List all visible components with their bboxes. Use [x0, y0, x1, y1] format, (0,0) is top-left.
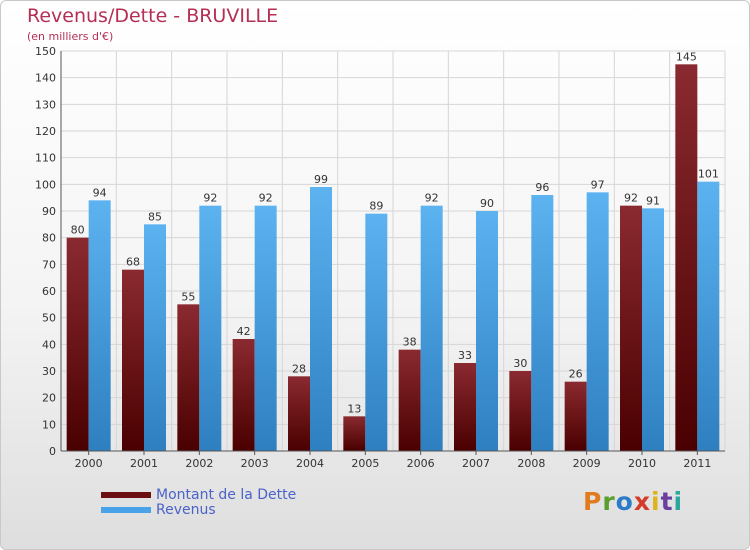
bar-debt [177, 304, 200, 451]
logo-letter: P [583, 487, 603, 516]
chart-legend: Montant de la Dette Revenus [101, 486, 297, 518]
logo-letter: i [651, 487, 661, 516]
y-tick-label: 80 [42, 232, 56, 245]
data-label-debt: 42 [237, 325, 251, 338]
data-label-debt: 92 [624, 192, 638, 205]
y-tick-label: 10 [42, 418, 56, 431]
x-tick-label: 2011 [683, 457, 711, 470]
x-tick-label: 2006 [407, 457, 435, 470]
data-label-revenue: 92 [425, 192, 439, 205]
y-tick-label: 50 [42, 312, 56, 325]
legend-label-debt: Montant de la Dette [156, 486, 297, 503]
bar-revenue [642, 208, 664, 451]
y-tick-label: 110 [35, 152, 56, 165]
y-tick-label: 40 [42, 338, 56, 351]
bar-revenue [310, 187, 332, 451]
data-label-revenue: 99 [314, 173, 328, 186]
data-label-revenue: 90 [480, 197, 494, 210]
y-tick-label: 60 [42, 285, 56, 298]
bar-debt [343, 416, 366, 451]
bar-revenue [697, 181, 720, 451]
y-tick-label: 140 [35, 72, 56, 85]
logo-letter: i [673, 487, 684, 516]
data-label-revenue: 96 [535, 181, 549, 194]
data-label-debt: 13 [347, 402, 361, 415]
data-label-revenue: 94 [93, 186, 107, 199]
data-label-revenue: 89 [369, 200, 383, 213]
bar-revenue [476, 211, 498, 451]
data-label-debt: 80 [71, 224, 85, 237]
data-label-debt: 68 [126, 256, 140, 269]
x-tick-label: 2004 [296, 457, 324, 470]
bar-revenue [531, 195, 554, 451]
data-label-revenue: 85 [148, 210, 162, 223]
legend-label-revenue: Revenus [156, 501, 216, 518]
data-label-revenue: 97 [591, 178, 605, 191]
bar-debt [675, 64, 698, 452]
legend-swatch-debt [101, 491, 151, 498]
data-label-debt: 33 [458, 349, 472, 362]
x-tick-label: 2010 [628, 457, 656, 470]
data-label-revenue: 91 [646, 194, 660, 207]
x-tick-label: 2008 [517, 457, 545, 470]
logo-letter: x [633, 487, 651, 516]
data-label-debt: 30 [513, 357, 527, 370]
data-label-debt: 28 [292, 362, 306, 375]
y-tick-label: 130 [35, 98, 56, 111]
bar-debt [398, 349, 421, 451]
y-tick-label: 0 [49, 445, 56, 458]
x-tick-label: 2005 [351, 457, 379, 470]
x-tick-label: 2009 [573, 457, 601, 470]
logo-letter: t [660, 487, 674, 516]
y-tick-label: 70 [42, 258, 56, 271]
y-tick-label: 120 [35, 125, 56, 138]
y-tick-label: 100 [35, 178, 56, 191]
bar-revenue [365, 213, 388, 451]
data-label-revenue: 101 [698, 168, 719, 181]
data-label-revenue: 92 [259, 192, 273, 205]
chart-title: Revenus/Dette - BRUVILLE [27, 5, 279, 27]
bar-debt [122, 269, 144, 451]
y-tick-label: 20 [42, 392, 56, 405]
logo-letter: r [602, 487, 616, 516]
data-label-debt: 145 [676, 50, 697, 63]
bar-revenue [420, 205, 443, 451]
logo-letter: o [615, 487, 634, 516]
x-tick-label: 2007 [462, 457, 490, 470]
data-label-debt: 38 [403, 336, 417, 349]
proxiti-logo: Proxiti [583, 487, 683, 516]
y-tick-label: 150 [35, 45, 56, 58]
bar-debt [454, 363, 476, 451]
legend-item-revenue: Revenus [101, 501, 296, 518]
bar-revenue [144, 224, 166, 451]
data-label-revenue: 92 [203, 192, 217, 205]
chart-subtitle: (en milliers d'€) [27, 30, 114, 43]
x-tick-label: 2001 [130, 457, 158, 470]
legend-swatch-revenue [101, 506, 151, 513]
x-tick-label: 2000 [75, 457, 103, 470]
y-tick-label: 30 [42, 365, 56, 378]
bar-revenue [199, 205, 222, 451]
y-tick-label: 90 [42, 205, 56, 218]
bar-debt [564, 381, 587, 451]
bar-debt [509, 371, 532, 451]
x-tick-label: 2003 [241, 457, 269, 470]
bar-revenue [586, 192, 609, 452]
bar-revenue [254, 205, 277, 451]
x-tick-label: 2002 [185, 457, 213, 470]
bar-debt [66, 237, 89, 451]
bar-debt [288, 376, 310, 451]
bar-debt [232, 339, 255, 451]
bar-debt [620, 205, 642, 451]
bar-revenue [88, 200, 111, 451]
legend-item-debt: Montant de la Dette [101, 486, 297, 503]
data-label-debt: 26 [569, 368, 583, 381]
data-label-debt: 55 [181, 290, 195, 303]
